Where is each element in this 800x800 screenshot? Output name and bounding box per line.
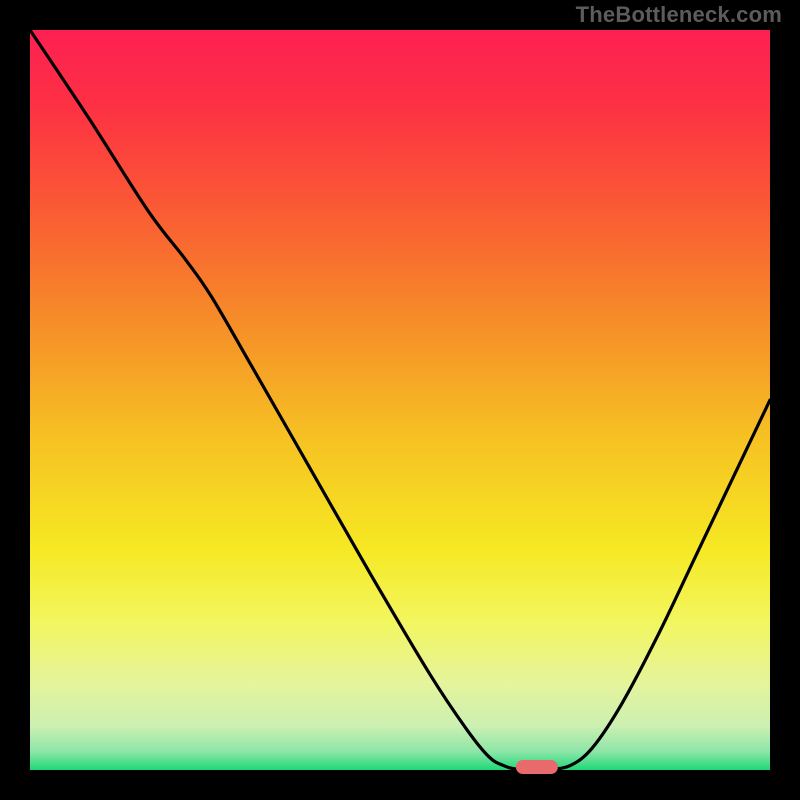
chart-container: TheBottleneck.com: [0, 0, 800, 800]
plot-area: [30, 30, 770, 770]
bottleneck-chart: [0, 0, 800, 800]
optimal-marker: [516, 760, 558, 774]
watermark-text: TheBottleneck.com: [576, 2, 782, 28]
